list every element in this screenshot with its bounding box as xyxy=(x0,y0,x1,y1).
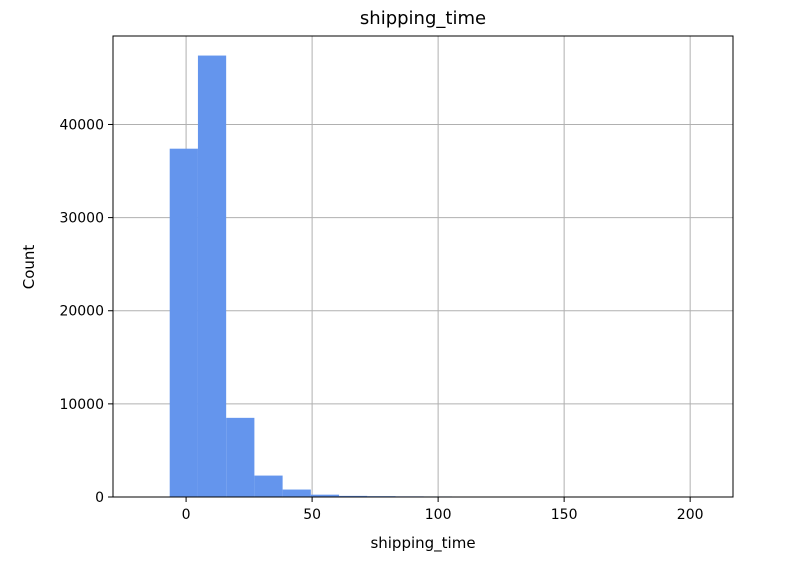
x-tick-label: 150 xyxy=(551,507,578,523)
histogram-bar xyxy=(282,489,311,497)
x-tick-label: 0 xyxy=(182,507,191,523)
histogram-bar xyxy=(254,475,283,497)
x-tick-label: 200 xyxy=(677,507,704,523)
x-axis-label: shipping_time xyxy=(370,534,475,553)
y-tick-label: 20000 xyxy=(59,304,104,320)
histogram-bar xyxy=(169,148,198,497)
x-tick-label: 100 xyxy=(425,507,452,523)
histogram-bar xyxy=(310,494,340,497)
x-axis-ticks: 0 50 100 150 200 xyxy=(182,497,704,523)
y-axis-label: Count xyxy=(20,245,38,290)
y-tick-label: 30000 xyxy=(59,211,104,227)
plot-frame xyxy=(112,35,734,498)
y-tick-label: 0 xyxy=(95,490,104,506)
histogram-bar xyxy=(197,55,227,497)
chart-title: shipping_time xyxy=(360,8,486,29)
y-tick-label: 10000 xyxy=(59,397,104,413)
x-tick-label: 50 xyxy=(303,507,321,523)
bars xyxy=(169,55,707,497)
y-tick-label: 40000 xyxy=(59,117,104,133)
histogram-bar xyxy=(226,417,255,497)
y-axis-ticks: 0 10000 20000 30000 40000 xyxy=(59,117,113,506)
histogram-bar xyxy=(339,495,368,497)
